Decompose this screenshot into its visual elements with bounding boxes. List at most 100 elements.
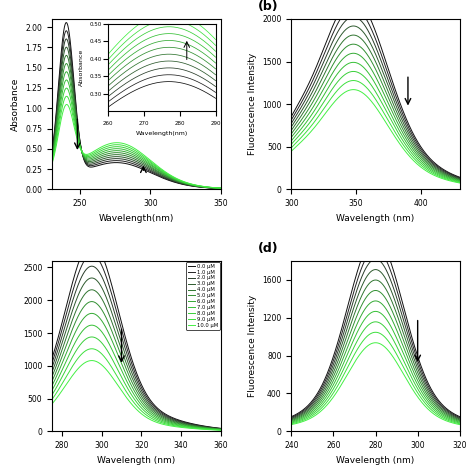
3.0 μM xyxy=(117,333,122,339)
2.0 μM xyxy=(155,409,161,415)
7.0 μM xyxy=(218,427,223,432)
0.0 μM xyxy=(105,267,110,273)
6.0 μM xyxy=(171,420,177,426)
7.0 μM xyxy=(171,421,177,427)
9.0 μM xyxy=(218,427,223,433)
6.0 μM xyxy=(117,355,122,361)
8.0 μM xyxy=(155,418,161,423)
Line: 9.0 μM: 9.0 μM xyxy=(52,349,220,430)
Y-axis label: Fluorescence Intensity: Fluorescence Intensity xyxy=(248,295,257,397)
0.0 μM xyxy=(89,240,95,246)
X-axis label: Wavelength (nm): Wavelength (nm) xyxy=(337,456,415,465)
4.0 μM xyxy=(218,426,223,432)
10.0 μM xyxy=(218,428,223,433)
10.0 μM xyxy=(70,373,75,379)
5.0 μM xyxy=(171,419,177,425)
4.0 μM xyxy=(70,317,75,323)
6.0 μM xyxy=(105,328,110,334)
7.0 μM xyxy=(105,338,110,344)
6.0 μM xyxy=(155,415,161,420)
8.0 μM xyxy=(218,427,223,433)
4.0 μM xyxy=(49,374,55,379)
6.0 μM xyxy=(218,427,223,432)
2.0 μM xyxy=(49,365,55,370)
Line: 0.0 μM: 0.0 μM xyxy=(52,243,220,428)
Line: 2.0 μM: 2.0 μM xyxy=(52,266,220,428)
8.0 μM xyxy=(172,422,178,428)
9.0 μM xyxy=(89,346,95,352)
9.0 μM xyxy=(70,364,75,369)
9.0 μM xyxy=(171,423,177,428)
8.0 μM xyxy=(105,348,110,354)
Legend: 0.0 μM, 1.0 μM, 2.0 μM, 3.0 μM, 4.0 μM, 5.0 μM, 6.0 μM, 7.0 μM, 8.0 μM, 9.0 μM, : 0.0 μM, 1.0 μM, 2.0 μM, 3.0 μM, 4.0 μM, … xyxy=(186,262,219,329)
Text: (b): (b) xyxy=(258,0,278,13)
6.0 μM xyxy=(89,310,95,316)
10.0 μM xyxy=(171,424,177,429)
Line: 10.0 μM: 10.0 μM xyxy=(52,361,220,430)
7.0 μM xyxy=(89,322,95,328)
3.0 μM xyxy=(171,418,177,424)
7.0 μM xyxy=(49,387,55,393)
9.0 μM xyxy=(49,396,55,402)
10.0 μM xyxy=(89,358,95,364)
Line: 8.0 μM: 8.0 μM xyxy=(52,337,220,430)
7.0 μM xyxy=(70,345,75,351)
6.0 μM xyxy=(172,420,178,426)
5.0 μM xyxy=(172,420,178,426)
6.0 μM xyxy=(70,336,75,341)
5.0 μM xyxy=(155,413,161,419)
4.0 μM xyxy=(117,340,122,346)
10.0 μM xyxy=(117,384,122,390)
3.0 μM xyxy=(89,275,95,281)
1.0 μM xyxy=(105,277,110,283)
8.0 μM xyxy=(49,392,55,398)
1.0 μM xyxy=(49,360,55,365)
7.0 μM xyxy=(172,421,178,427)
8.0 μM xyxy=(171,422,177,428)
4.0 μM xyxy=(105,308,110,313)
Y-axis label: Fluorescence Intensity: Fluorescence Intensity xyxy=(248,53,257,155)
3.0 μM xyxy=(218,426,223,432)
2.0 μM xyxy=(89,264,95,269)
8.0 μM xyxy=(89,334,95,340)
X-axis label: Wavelength (nm): Wavelength (nm) xyxy=(337,214,415,223)
10.0 μM xyxy=(49,401,55,407)
2.0 μM xyxy=(117,326,122,331)
1.0 μM xyxy=(171,416,177,422)
Line: 1.0 μM: 1.0 μM xyxy=(52,255,220,428)
X-axis label: Wavelength(nm): Wavelength(nm) xyxy=(99,214,174,223)
2.0 μM xyxy=(105,288,110,293)
0.0 μM xyxy=(218,426,223,431)
Line: 6.0 μM: 6.0 μM xyxy=(52,313,220,429)
Line: 7.0 μM: 7.0 μM xyxy=(52,325,220,429)
9.0 μM xyxy=(155,419,161,424)
2.0 μM xyxy=(171,417,177,423)
1.0 μM xyxy=(89,252,95,257)
3.0 μM xyxy=(105,298,110,303)
9.0 μM xyxy=(117,377,122,383)
5.0 μM xyxy=(218,427,223,432)
3.0 μM xyxy=(70,308,75,314)
5.0 μM xyxy=(70,327,75,332)
0.0 μM xyxy=(49,355,55,361)
0.0 μM xyxy=(171,416,177,421)
Text: (d): (d) xyxy=(258,242,278,255)
4.0 μM xyxy=(172,419,178,425)
2.0 μM xyxy=(218,426,223,431)
7.0 μM xyxy=(155,416,161,422)
0.0 μM xyxy=(172,416,178,421)
10.0 μM xyxy=(155,420,161,426)
5.0 μM xyxy=(49,378,55,384)
3.0 μM xyxy=(155,410,161,416)
5.0 μM xyxy=(117,348,122,354)
Y-axis label: Absorbance: Absorbance xyxy=(11,77,20,131)
9.0 μM xyxy=(172,423,178,428)
Line: 3.0 μM: 3.0 μM xyxy=(52,278,220,429)
4.0 μM xyxy=(89,287,95,292)
1.0 μM xyxy=(218,426,223,431)
5.0 μM xyxy=(105,318,110,323)
6.0 μM xyxy=(49,383,55,388)
0.0 μM xyxy=(155,406,161,412)
2.0 μM xyxy=(70,299,75,304)
1.0 μM xyxy=(155,408,161,413)
